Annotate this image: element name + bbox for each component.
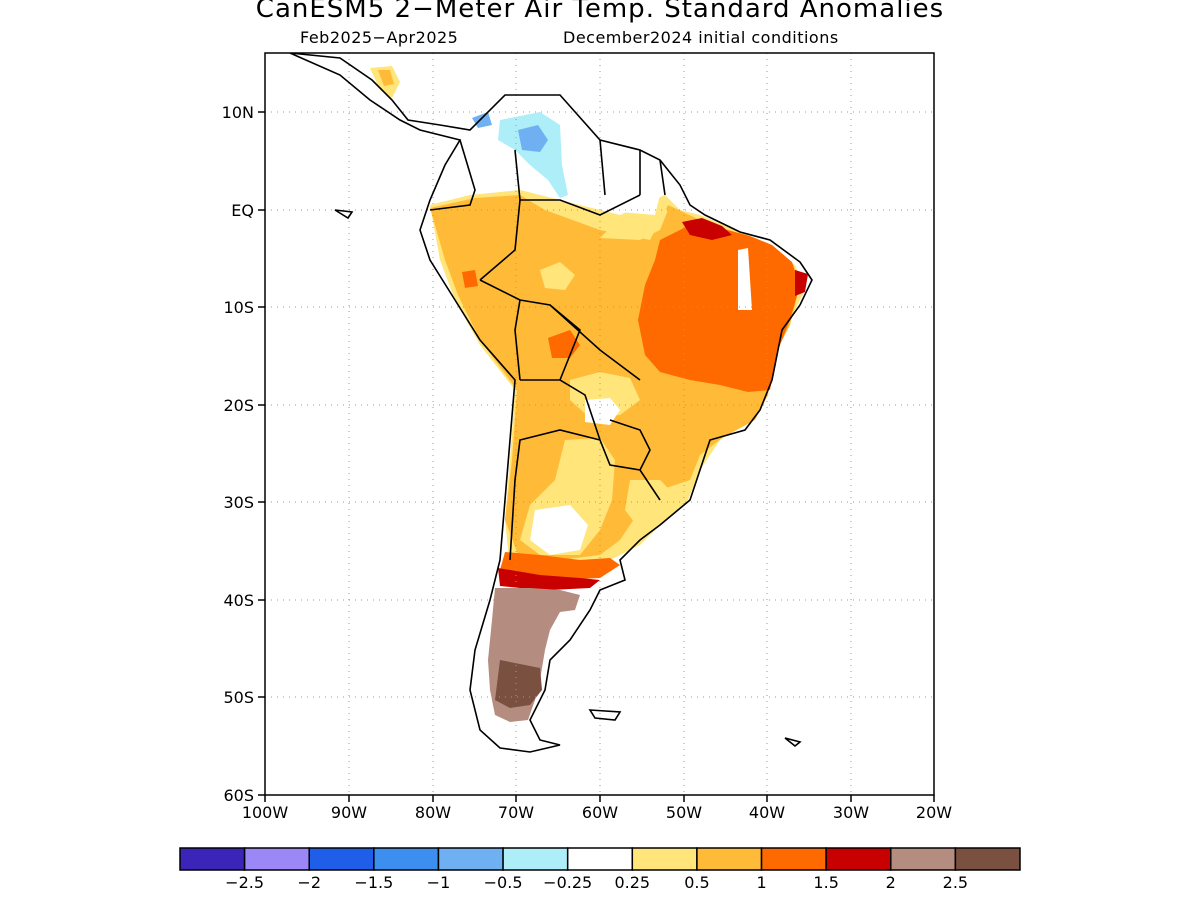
colorbar-swatch bbox=[631, 847, 698, 871]
lon-label: 60W bbox=[582, 803, 618, 822]
lat-label: 10N bbox=[222, 103, 254, 122]
anomaly-1.5-pampas bbox=[500, 552, 620, 580]
lat-label: 50S bbox=[223, 688, 254, 707]
lat-label: 60S bbox=[223, 786, 254, 805]
colorbar-label: 2.5 bbox=[943, 873, 968, 892]
anomaly-neg0.25-venezuela bbox=[498, 112, 568, 198]
anomaly-neutral-paraguay bbox=[585, 398, 620, 425]
lon-label: 30W bbox=[833, 803, 869, 822]
period-subtitle: Feb2025−Apr2025 bbox=[300, 28, 459, 47]
anomaly-1.5-2 bbox=[638, 225, 800, 392]
anomaly-neg0.5-venezuela bbox=[518, 125, 548, 152]
lat-label: 10S bbox=[223, 298, 254, 317]
anomaly-2-amazon-mouth bbox=[682, 218, 732, 240]
lon-label: 70W bbox=[498, 803, 534, 822]
anomaly-2-2.5 bbox=[498, 568, 600, 590]
colorbar-swatch bbox=[696, 847, 763, 871]
colorbar-label: 2 bbox=[886, 873, 896, 892]
lon-label: 40W bbox=[749, 803, 785, 822]
anomaly-neutral-brazil-cut bbox=[738, 248, 752, 310]
colorbar-labels: −2.5 −2 −1.5 −1 −0.5 −0.25 0.25 0.5 1 1.5 2 2.5 bbox=[225, 873, 968, 892]
lon-label: 20W bbox=[916, 803, 952, 822]
lon-label: 50W bbox=[666, 803, 702, 822]
colorbar-swatch bbox=[566, 847, 634, 871]
lat-labels: 10N EQ 10S 20S 30S 40S 50S 60S bbox=[222, 103, 254, 805]
lon-label: 100W bbox=[242, 803, 289, 822]
colorbar-swatch bbox=[308, 847, 375, 871]
colorbar-label: 1.5 bbox=[813, 873, 838, 892]
anomaly-0.5-hole-uruguay bbox=[625, 480, 680, 530]
anomaly-gt2.5-patagonia bbox=[495, 660, 542, 708]
anomaly-neutral-argentina bbox=[530, 505, 588, 555]
colorbar-swatch bbox=[760, 847, 827, 871]
colorbar-label: −1.5 bbox=[354, 873, 393, 892]
colorbar-swatch bbox=[179, 847, 246, 871]
madagascar-ish-islands bbox=[334, 209, 802, 748]
graticule bbox=[265, 53, 934, 795]
colorbar-label: 0.25 bbox=[614, 873, 650, 892]
anomaly-1-central-america bbox=[378, 70, 394, 86]
colorbar-swatch bbox=[437, 847, 504, 871]
colorbar-label: −2.5 bbox=[225, 873, 264, 892]
lon-label: 90W bbox=[331, 803, 367, 822]
anomaly-1.5-peru bbox=[462, 270, 478, 288]
anomaly-2-northeast bbox=[795, 270, 808, 296]
colorbar-label: 0.5 bbox=[684, 873, 709, 892]
country-borders bbox=[429, 139, 666, 561]
tick-marks bbox=[258, 111, 935, 802]
colorbar-swatch bbox=[825, 847, 892, 871]
colorbar-swatch bbox=[373, 847, 440, 871]
lat-label: 40S bbox=[223, 591, 254, 610]
lat-label: 30S bbox=[223, 493, 254, 512]
anomaly-0.5-hole-bolivia bbox=[540, 262, 575, 290]
colorbar-label: −1 bbox=[427, 873, 451, 892]
colorbar-swatch bbox=[243, 847, 310, 871]
lat-label: 20S bbox=[223, 396, 254, 415]
map-title: CanESM5 2−Meter Air Temp. Standard Anoma… bbox=[255, 0, 945, 24]
colorbar-label: −0.5 bbox=[484, 873, 523, 892]
colorbar-label: −0.25 bbox=[543, 873, 592, 892]
colorbar-swatch bbox=[954, 847, 1021, 871]
anomaly-field bbox=[290, 53, 812, 752]
colorbar-label: −2 bbox=[297, 873, 321, 892]
anomaly-neutral-venezuela bbox=[560, 185, 660, 215]
colorbar-swatch bbox=[502, 847, 569, 871]
colorbar-label: 1 bbox=[756, 873, 766, 892]
colorbar bbox=[179, 847, 1021, 871]
initial-conditions-subtitle: December2024 initial conditions bbox=[563, 28, 839, 47]
colorbar-swatch bbox=[890, 847, 957, 871]
lat-label: EQ bbox=[231, 201, 254, 220]
anomaly-0.5-hole-north bbox=[600, 205, 668, 240]
lon-labels: 100W 90W 80W 70W 60W 50W 40W 30W 20W bbox=[242, 803, 952, 822]
lon-label: 80W bbox=[415, 803, 451, 822]
coastlines bbox=[289, 53, 813, 753]
